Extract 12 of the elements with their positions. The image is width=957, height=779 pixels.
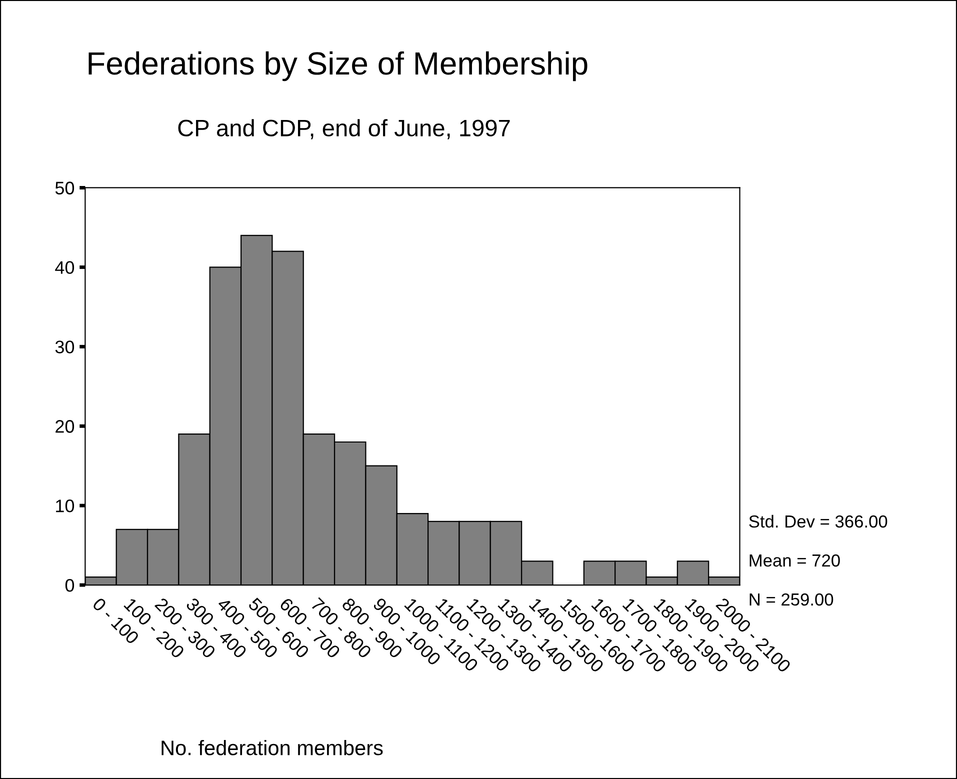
text: Mean = 720 [750,554,840,567]
y-tick-label: 10 [56,500,74,512]
y-tick-label: 40 [55,261,74,274]
text: N = 259.00 [750,593,834,606]
y-tick-label: 20 [56,420,74,433]
y-tick-label: 0 [65,578,74,592]
y-tick-label: 30 [55,340,74,354]
text: Std. Dev = 366.00 [749,514,888,528]
chart-title: Federations by Size of Membership [88,51,588,82]
chart-subtitle: CP and CDP, end of June, 1997 [178,119,510,140]
y-tick-label: 50 [55,182,74,194]
x-axis-title: No. federation members [162,740,383,756]
